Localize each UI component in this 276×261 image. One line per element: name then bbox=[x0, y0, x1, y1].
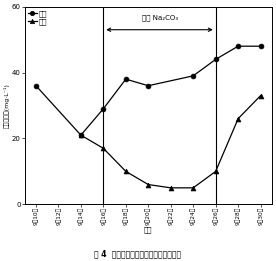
出水 bbox=[214, 170, 217, 173]
原水 bbox=[124, 78, 128, 81]
原水 bbox=[214, 58, 217, 61]
原水 bbox=[237, 45, 240, 48]
Legend: 原水, 出水: 原水, 出水 bbox=[27, 9, 49, 26]
出水 bbox=[147, 183, 150, 186]
原水 bbox=[79, 134, 83, 137]
出水 bbox=[192, 186, 195, 189]
原水 bbox=[34, 84, 38, 87]
原水 bbox=[192, 74, 195, 78]
原水 bbox=[102, 107, 105, 110]
原水 bbox=[147, 84, 150, 87]
出水 bbox=[102, 147, 105, 150]
Line: 出水: 出水 bbox=[78, 93, 263, 190]
出水 bbox=[169, 186, 172, 189]
出水 bbox=[237, 117, 240, 120]
X-axis label: 日期: 日期 bbox=[144, 227, 153, 233]
Line: 原水: 原水 bbox=[33, 44, 263, 138]
Text: 投加 Na₂CO₃: 投加 Na₂CO₃ bbox=[142, 15, 177, 21]
原水 bbox=[259, 45, 262, 48]
Y-axis label: 氨氮浓度／(mg·L⁻¹): 氨氮浓度／(mg·L⁻¹) bbox=[4, 83, 10, 128]
出水 bbox=[124, 170, 128, 173]
出水 bbox=[259, 94, 262, 97]
Text: 图 4  氨氮去除量与碳度关系的对照试验: 图 4 氨氮去除量与碳度关系的对照试验 bbox=[94, 250, 182, 258]
出水 bbox=[79, 134, 83, 137]
